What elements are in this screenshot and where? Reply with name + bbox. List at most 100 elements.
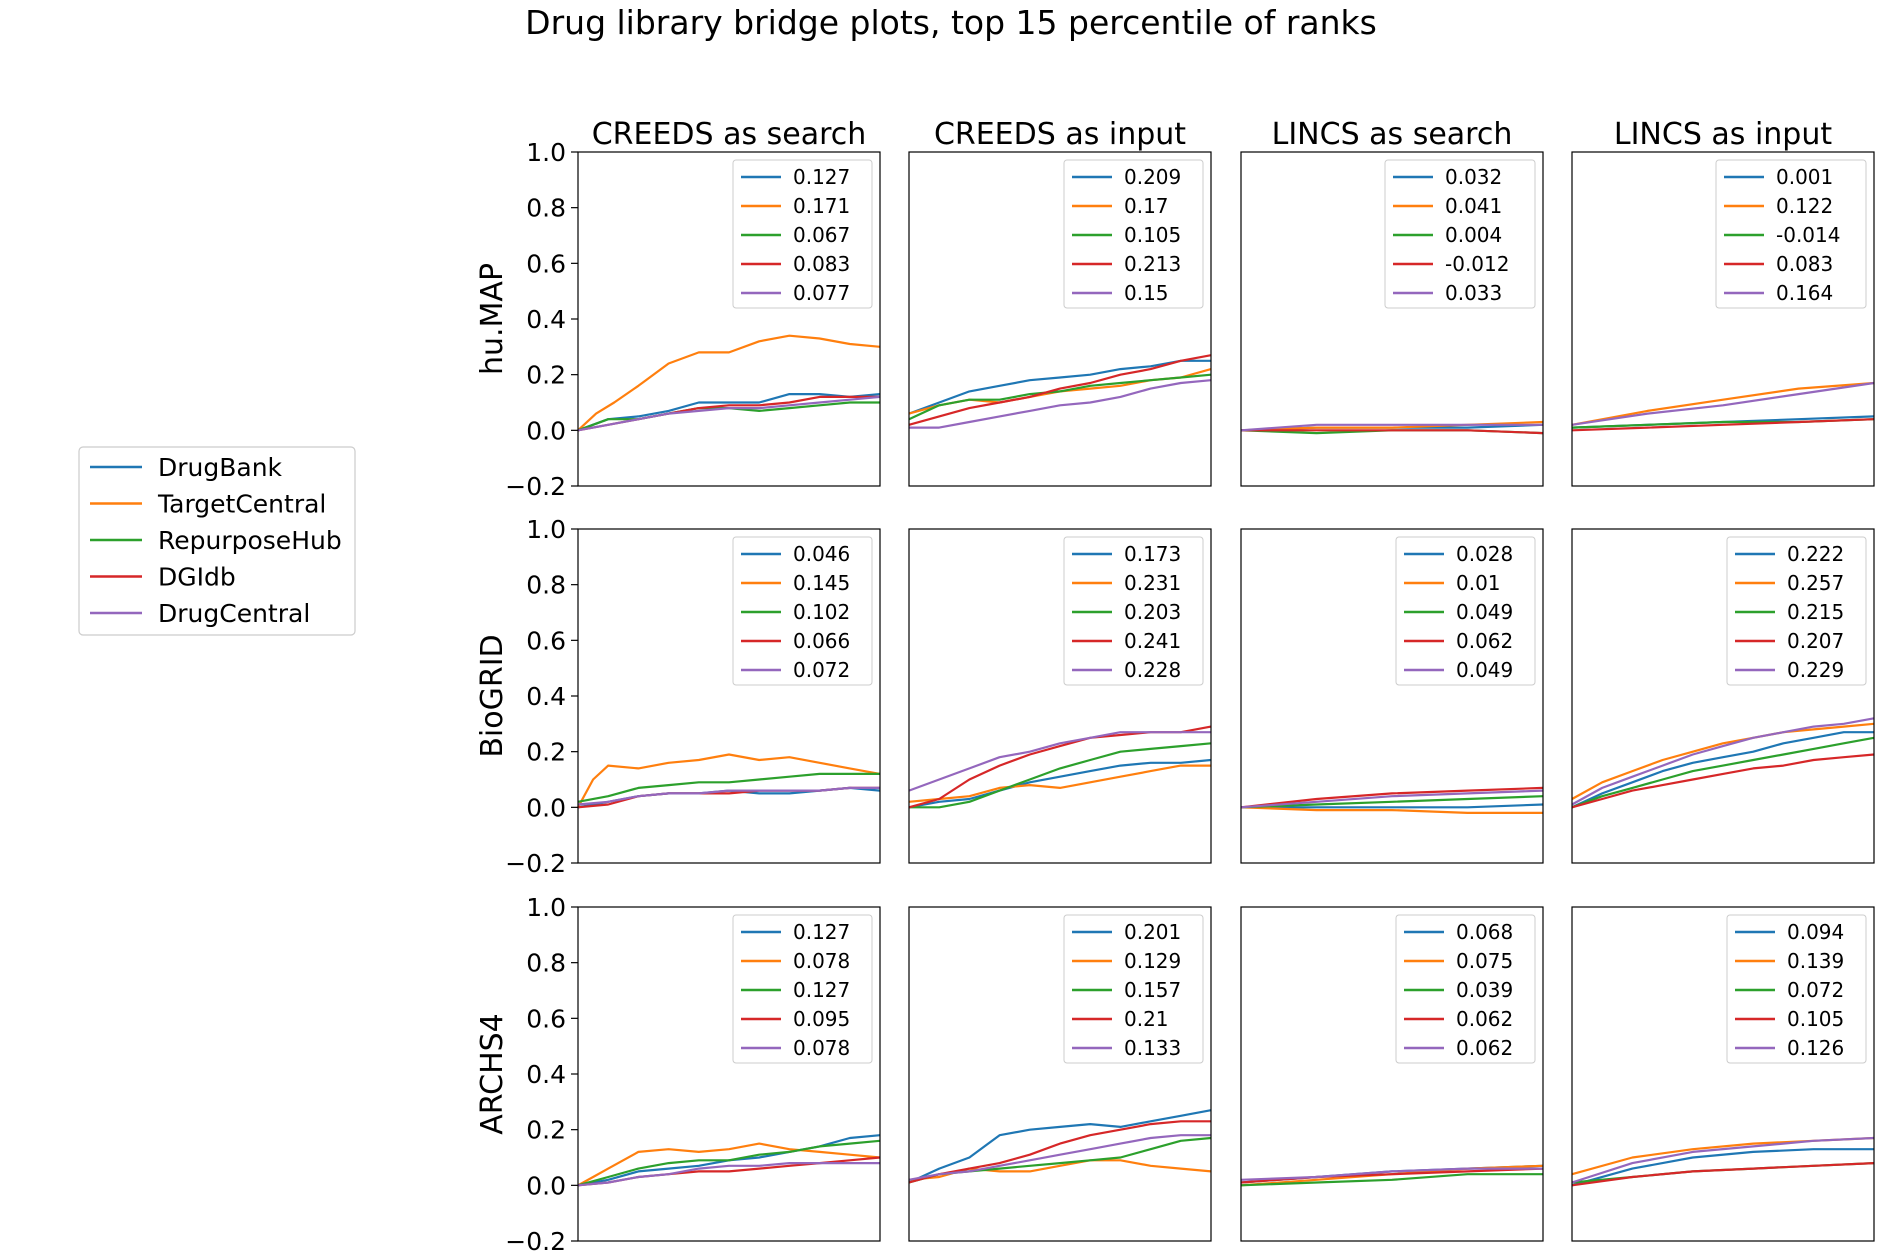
plot-frame	[577, 906, 881, 1242]
y-tick-label: 1.0	[526, 515, 566, 544]
series-line-drugcentral	[1240, 789, 1544, 809]
series-line-dgidb	[908, 725, 1212, 809]
panel-biogrid-creeds-as-search: −0.20.00.20.40.60.81.00.0460.1450.1020.0…	[505, 515, 881, 878]
column-title-lincs-as-input: LINCS as input	[1614, 117, 1832, 152]
plot-frame	[908, 906, 1212, 1242]
panel-hu-map-creeds-as-input: 0.209 0.17 0.105 0.213 0.15	[908, 151, 1212, 487]
series-line-drugbank	[577, 393, 881, 432]
panel-hu-map-lincs-as-search: 0.032 0.041 0.004 -0.012 0.033	[1240, 151, 1544, 487]
series-line-dgidb	[908, 1120, 1211, 1184]
series-line-repurposehub	[577, 401, 880, 432]
plot-frame	[908, 528, 1212, 864]
panel-legend-value-repurposehub: 0.067	[793, 223, 850, 247]
series-line-drugbank	[908, 1109, 1212, 1184]
panel-legend-value-repurposehub: 0.203	[1124, 600, 1181, 624]
panel-legend-value-dgidb: 0.21	[1124, 1007, 1169, 1031]
y-tick-label: 1.0	[526, 893, 566, 922]
panel-legend-value-targetcentral: 0.231	[1124, 571, 1181, 595]
series-line-dgidb	[577, 1156, 881, 1187]
panel-legend-frame	[1715, 159, 1867, 309]
panel-legend-value-drugcentral: 0.077	[793, 281, 850, 305]
panel-hu-map-lincs-as-input: 0.001 0.122 -0.014 0.083 0.164	[1571, 151, 1875, 487]
panel-legend-value-targetcentral: 0.17	[1124, 194, 1169, 218]
panel-legend-value-repurposehub: 0.004	[1445, 223, 1502, 247]
panel-legend: 0.222 0.257 0.215 0.207 0.229	[1726, 536, 1867, 686]
y-tick-label: 0.6	[526, 626, 566, 655]
series-line-drugcentral	[1571, 717, 1875, 806]
panel-legend-value-drugcentral: 0.049	[1456, 658, 1513, 682]
y-tick-label: 0.0	[526, 793, 566, 822]
panel-legend-value-targetcentral: 0.075	[1456, 949, 1513, 973]
panel-archs4-creeds-as-search: −0.2 0.0 0.2 0.4 0.6 0.8 1.0 0.127 0.078 0.127 0.0…	[505, 893, 881, 1256]
plot-frame	[1571, 151, 1875, 487]
panel-legend-frame	[1063, 536, 1204, 686]
panel-legend-frame	[1063, 159, 1204, 309]
series-line-drugcentral	[908, 731, 1211, 792]
series-line-repurposehub	[909, 742, 1212, 809]
y-tick-label: 0.8	[526, 194, 566, 223]
column-title-creeds-as-input: CREEDS as input	[934, 117, 1186, 152]
plot-frame	[1240, 906, 1544, 1242]
panel-legend-value-dgidb: 0.095	[793, 1007, 850, 1031]
panel-legend-value-targetcentral: 0.139	[1787, 949, 1844, 973]
y-tick-label: 0.0	[526, 1171, 566, 1200]
column-title-creeds-as-search: CREEDS as search	[592, 117, 867, 152]
panel-legend: 0.094 0.139 0.072 0.105 0.126	[1726, 914, 1867, 1064]
y-tick-label: 0.6	[526, 249, 566, 278]
y-tick-label: 0.8	[526, 949, 566, 978]
series-line-repurposehub	[908, 373, 1212, 421]
panel-legend-value-targetcentral: 0.129	[1124, 949, 1181, 973]
panel-biogrid-creeds-as-input: 0.173 0.231 0.203 0.241 0.228	[908, 528, 1212, 864]
series-line-repurposehub	[577, 1139, 881, 1187]
series-line-targetcentral	[577, 753, 881, 808]
panel-legend-value-drugcentral: 0.078	[793, 1036, 850, 1060]
series-line-repurposehub	[1240, 795, 1544, 809]
series-line-targetcentral	[1571, 381, 1875, 426]
plot-frame	[908, 151, 1212, 487]
series-line-dgidb	[908, 354, 1212, 426]
panel-legend-value-dgidb: 0.241	[1124, 629, 1181, 653]
panel-legend-value-dgidb: 0.062	[1456, 629, 1513, 653]
panel-legend-frame	[1395, 536, 1536, 686]
panel-legend-frame	[732, 536, 873, 686]
panel-legend-value-drugcentral: 0.126	[1787, 1036, 1844, 1060]
series-line-drugbank	[1571, 1148, 1874, 1187]
panel-grid: CREEDS as search CREEDS as input LINCS as …	[475, 117, 1875, 1256]
panel-legend-value-targetcentral: 0.145	[793, 571, 850, 595]
panel-legend-value-dgidb: 0.105	[1787, 1007, 1844, 1031]
panel-archs4-lincs-as-input: 0.094 0.139 0.072 0.105 0.126	[1571, 906, 1875, 1242]
panel-legend-value-dgidb: 0.066	[793, 629, 850, 653]
panel-legend: 0.209 0.17 0.105 0.213 0.15	[1063, 159, 1204, 309]
panel-legend-value-drugbank: 0.032	[1445, 165, 1502, 189]
main-legend-frame	[78, 446, 356, 636]
legend-label-repurposehub: RepurposeHub	[158, 526, 342, 555]
series-line-drugbank	[908, 758, 1212, 809]
y-tick-label: −0.2	[505, 849, 566, 878]
y-tick-label: 0.4	[526, 305, 566, 334]
panel-legend-frame	[1384, 159, 1536, 309]
legend-label-drugbank: DrugBank	[158, 453, 283, 482]
panel-legend-value-drugbank: 0.222	[1787, 542, 1844, 566]
panel-legend-frame	[732, 159, 873, 309]
panel-legend-value-drugbank: 0.094	[1787, 920, 1844, 944]
panel-legend-value-drugbank: 0.209	[1124, 165, 1181, 189]
panel-legend-value-targetcentral: 0.171	[793, 194, 850, 218]
panel-legend: 0.127 0.078 0.127 0.095 0.078	[732, 914, 873, 1064]
panel-legend-value-dgidb: 0.083	[1776, 252, 1833, 276]
panel-legend-value-drugcentral: 0.033	[1445, 281, 1502, 305]
panel-legend-value-dgidb: -0.012	[1445, 252, 1509, 276]
panel-legend-value-dgidb: 0.207	[1787, 629, 1844, 653]
y-tick-label: 0.2	[526, 361, 566, 390]
panel-legend-value-targetcentral: 0.078	[793, 949, 850, 973]
y-tick-label: 0.0	[526, 416, 566, 445]
plot-frame	[577, 151, 881, 487]
panel-legend-frame	[1726, 914, 1867, 1064]
legend-label-drugcentral: DrugCentral	[158, 599, 310, 628]
series-line-targetcentral	[577, 334, 881, 432]
panel-legend-value-targetcentral: 0.041	[1445, 194, 1502, 218]
panel-legend-value-targetcentral: 0.01	[1456, 571, 1501, 595]
panel-legend-value-repurposehub: 0.072	[1787, 978, 1844, 1002]
series-line-targetcentral	[1571, 722, 1875, 800]
panel-legend-value-drugcentral: 0.072	[793, 658, 850, 682]
